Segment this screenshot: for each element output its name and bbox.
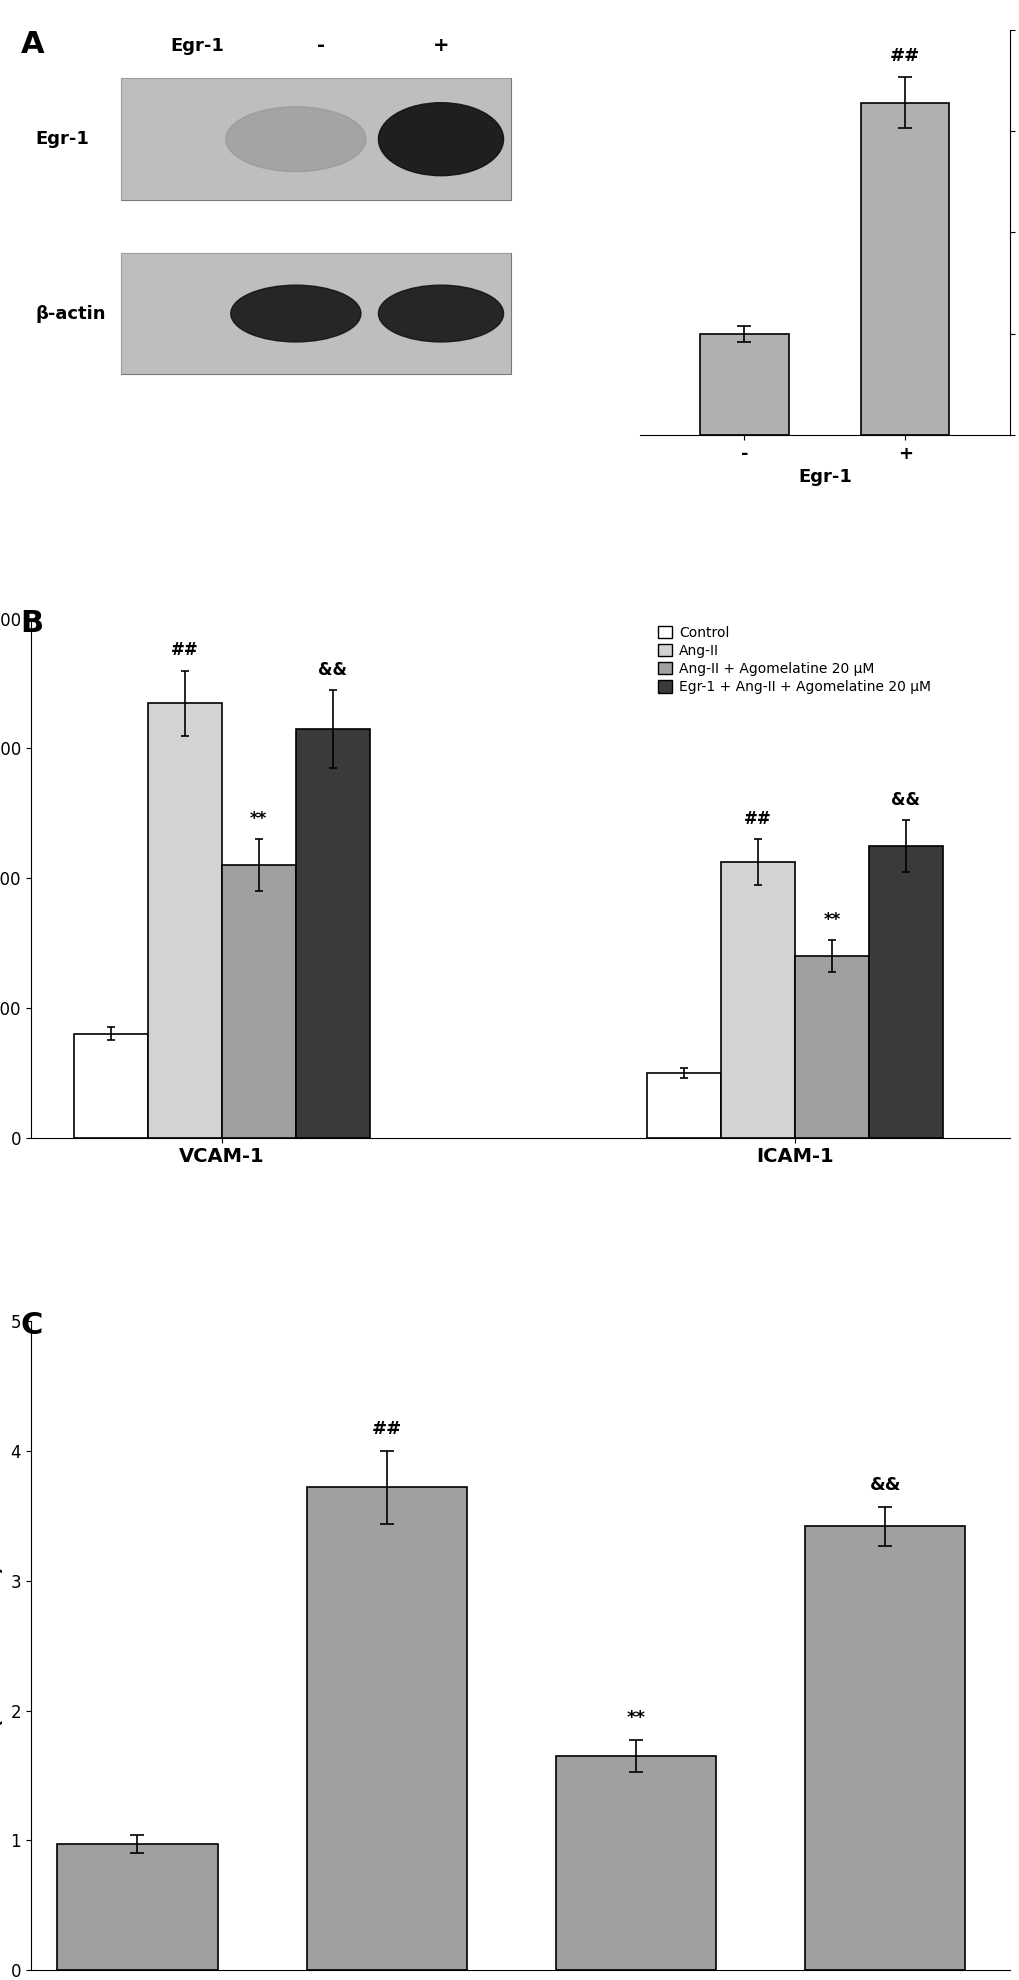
Text: &&: && xyxy=(868,1475,900,1493)
Bar xyxy=(555,1756,715,1970)
Y-axis label: THP-1 to HUVECs
(Relative Value): THP-1 to HUVECs (Relative Value) xyxy=(0,1558,5,1732)
Ellipse shape xyxy=(225,107,366,172)
Text: ##: ## xyxy=(743,810,771,828)
Text: ##: ## xyxy=(170,642,199,659)
Bar xyxy=(120,79,511,200)
Text: **: ** xyxy=(626,1709,645,1727)
Text: ##: ## xyxy=(890,48,919,65)
Text: ##: ## xyxy=(371,1420,401,1437)
Bar xyxy=(860,103,949,436)
Text: Egr-1: Egr-1 xyxy=(36,131,90,148)
Bar xyxy=(868,845,942,1138)
X-axis label: Egr-1: Egr-1 xyxy=(797,469,851,487)
Text: **: ** xyxy=(822,911,840,929)
Bar xyxy=(120,79,511,200)
Text: A: A xyxy=(20,30,44,59)
Bar xyxy=(57,1843,217,1970)
Text: Egr-1: Egr-1 xyxy=(170,38,224,55)
Text: C: C xyxy=(20,1311,43,1340)
Text: **: ** xyxy=(250,810,267,828)
Text: &&: && xyxy=(318,661,346,679)
Bar xyxy=(73,1034,148,1138)
Text: &&: && xyxy=(891,790,919,808)
Text: -: - xyxy=(317,36,325,55)
Legend: Control, Ang-II, Ang-II + Agomelatine 20 μM, Egr-1 + Ang-II + Agomelatine 20 μM: Control, Ang-II, Ang-II + Agomelatine 20… xyxy=(657,626,930,695)
Bar xyxy=(720,861,794,1138)
Bar xyxy=(221,865,296,1138)
Bar xyxy=(120,253,511,374)
Bar xyxy=(794,956,868,1138)
Bar xyxy=(307,1487,467,1970)
Bar xyxy=(646,1073,720,1138)
Bar xyxy=(699,335,788,436)
Ellipse shape xyxy=(378,285,503,343)
Ellipse shape xyxy=(230,285,361,343)
Bar xyxy=(120,253,511,374)
Ellipse shape xyxy=(378,103,503,176)
Text: B: B xyxy=(20,608,44,638)
Bar xyxy=(296,729,369,1138)
Bar xyxy=(804,1527,964,1970)
Text: β-actin: β-actin xyxy=(36,305,106,323)
Bar xyxy=(148,703,221,1138)
Text: +: + xyxy=(432,36,448,55)
